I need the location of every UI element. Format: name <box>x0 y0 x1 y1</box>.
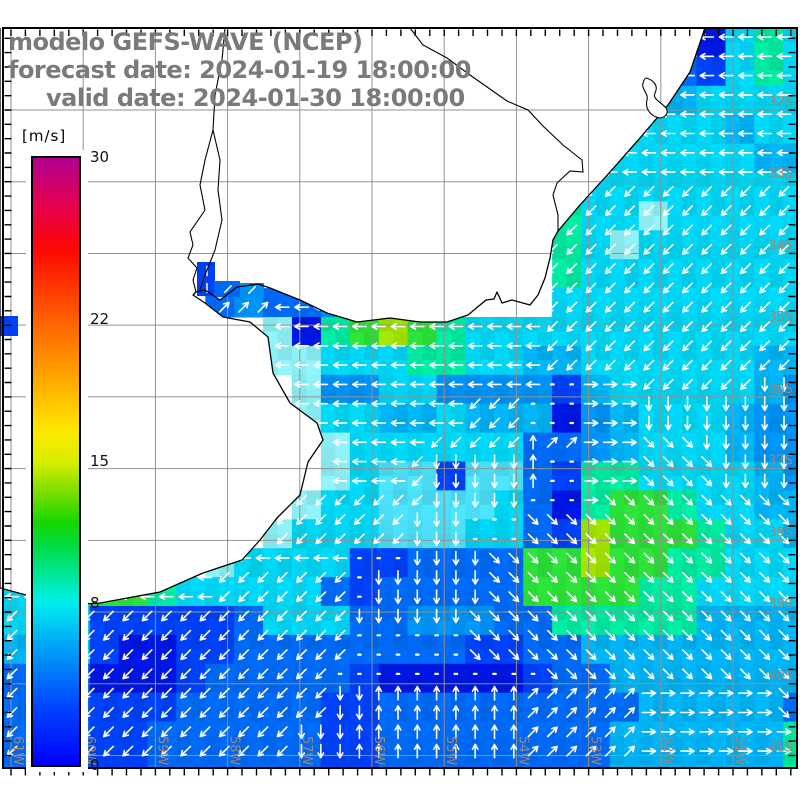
lon-label: 56W <box>371 736 386 766</box>
lon-label: 52W <box>660 736 675 766</box>
country-border <box>409 27 584 231</box>
lon-label: 55W <box>443 736 458 766</box>
axis-ticks <box>4 29 796 776</box>
lat-label: 34S <box>768 238 793 253</box>
colorbar-tick-label: 30 <box>90 148 110 166</box>
lat-label: 40S <box>768 669 793 684</box>
colorbar-tick-label: 15 <box>90 452 110 470</box>
lat-label: 41S <box>768 741 793 756</box>
lat-label: 35S <box>768 310 793 325</box>
colorbar-unit-label: [m/s] <box>22 127 67 145</box>
map-border <box>2 27 798 769</box>
lon-label: 61W <box>10 736 25 766</box>
wind-speed-heatmap <box>3 28 800 800</box>
title-model-line: modelo GEFS-WAVE (NCEP) <box>8 28 363 56</box>
lat-label: 38S <box>768 525 793 540</box>
title-forecast-line: forecast date: 2024-01-19 18:00:00 <box>8 56 471 84</box>
lat-label: 39S <box>768 597 793 612</box>
lat-lon-gridlines <box>3 28 797 768</box>
river-parana <box>187 27 226 293</box>
colorbar-tick-label: 22 <box>90 310 110 329</box>
lat-label: 36S <box>768 382 793 397</box>
coastline <box>0 27 706 606</box>
title-valid-line: valid date: 2024-01-30 18:00:00 <box>46 84 465 112</box>
lon-label: 57W <box>299 736 314 766</box>
lon-label: 58W <box>227 736 242 766</box>
lon-label: 51W <box>732 736 747 766</box>
colorbar-tick-label: 8 <box>90 593 100 612</box>
lat-label: 37S <box>768 454 793 469</box>
lon-label: 54W <box>515 736 530 766</box>
lagoon-mirim <box>642 77 668 119</box>
colorbar <box>26 150 88 772</box>
lon-label: 53W <box>588 736 603 766</box>
lat-label: 33S <box>768 167 793 182</box>
wind-direction-arrows <box>4 33 792 759</box>
lat-label: 32S <box>768 95 793 110</box>
colorbar-tick-label: 0 <box>90 756 100 774</box>
river-uruguay <box>199 129 223 291</box>
lon-label: 59W <box>154 736 169 766</box>
colorbar-gradient <box>31 156 81 767</box>
